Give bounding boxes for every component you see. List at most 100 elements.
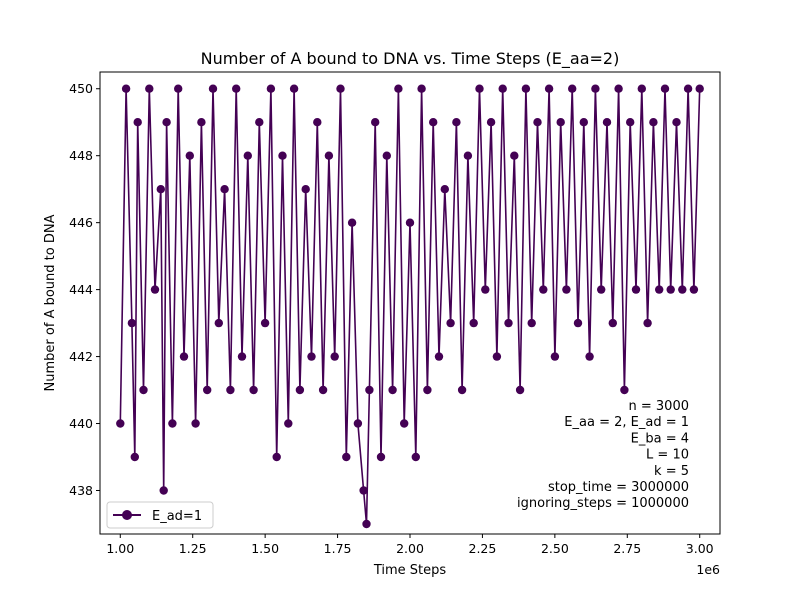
chart-title: Number of A bound to DNA vs. Time Steps …: [201, 49, 620, 69]
data-point: [243, 151, 252, 160]
data-point: [382, 151, 391, 160]
data-point: [174, 84, 183, 93]
data-point: [330, 352, 339, 361]
annotation-line: E_aa = 2, E_ad = 1: [564, 415, 689, 430]
data-point: [481, 285, 490, 294]
x-tick-label: 2.50: [541, 541, 569, 556]
data-point: [423, 385, 432, 395]
annotation-line: ignoring_steps = 1000000: [517, 496, 689, 511]
data-point: [527, 318, 536, 328]
x-axis-ticks: 1.00 1.25 1.50 1.75 2.00 2.25 2.50 2.75 3.00: [106, 534, 714, 556]
data-point: [289, 84, 299, 93]
data-point: [307, 352, 316, 361]
data-point: [133, 118, 142, 127]
data-point: [562, 285, 571, 294]
data-point: [440, 185, 449, 194]
data-point: [689, 285, 699, 294]
data-point: [359, 486, 368, 495]
data-point: [162, 118, 171, 127]
y-tick-label: 442: [69, 349, 93, 364]
data-point: [429, 118, 438, 127]
data-point: [185, 151, 194, 160]
x-tick-label: 1.50: [251, 541, 279, 556]
data-point: [405, 218, 415, 227]
data-point: [504, 318, 513, 328]
annotation-line: k = 5: [654, 464, 689, 479]
data-point: [249, 385, 258, 395]
data-point: [678, 285, 687, 294]
data-point: [150, 285, 160, 294]
data-point: [631, 285, 641, 294]
data-point: [660, 84, 670, 93]
x-tick-label: 2.75: [613, 541, 641, 556]
data-point: [411, 452, 420, 462]
annotation-line: n = 3000: [629, 399, 689, 414]
data-point: [255, 118, 264, 127]
data-point: [521, 84, 531, 93]
data-point: [486, 118, 496, 127]
data-point: [318, 385, 328, 395]
data-point: [353, 419, 363, 428]
data-point: [376, 452, 386, 462]
data-point: [220, 185, 229, 194]
annotation-line: stop_time = 3000000: [548, 480, 689, 495]
data-point: [573, 318, 583, 328]
data-point: [278, 151, 287, 160]
data-point: [362, 519, 371, 529]
data-point: [214, 318, 223, 328]
x-tick-label: 1.25: [179, 541, 207, 556]
data-point: [510, 151, 519, 160]
data-point: [272, 452, 281, 462]
data-point: [371, 118, 380, 127]
data-point: [121, 84, 131, 93]
data-point: [637, 84, 646, 93]
data-point: [336, 84, 345, 93]
data-point: [672, 118, 681, 127]
data-point: [365, 385, 374, 395]
y-tick-label: 448: [69, 148, 93, 163]
y-tick-label: 446: [69, 215, 93, 230]
y-tick-label: 438: [69, 483, 93, 498]
legend-box: [106, 501, 214, 529]
data-point: [284, 419, 293, 428]
x-axis-title: Time Steps: [373, 563, 447, 578]
data-point: [695, 84, 704, 93]
data-point: [498, 84, 507, 93]
annotation-line: L = 10: [646, 448, 689, 463]
data-point: [324, 151, 334, 160]
data-point: [550, 352, 560, 361]
x-tick-label: 2.00: [396, 541, 424, 556]
y-axis-ticks: 438 440 442 444 446 448 450: [69, 81, 100, 498]
data-point: [237, 352, 247, 361]
data-point: [301, 185, 310, 194]
y-tick-label: 440: [69, 416, 93, 431]
x-axis-offset-label: 1e6: [696, 562, 720, 577]
legend-marker-swatch: [122, 510, 132, 520]
data-point: [666, 285, 675, 294]
data-point: [556, 118, 565, 127]
x-tick-label: 1.00: [106, 541, 134, 556]
data-point: [260, 318, 270, 328]
data-point: [388, 385, 397, 395]
data-point: [452, 118, 461, 127]
x-tick-label: 1.75: [324, 541, 352, 556]
data-point: [539, 285, 548, 294]
data-point: [400, 419, 409, 428]
data-point: [130, 452, 139, 462]
data-point: [544, 84, 554, 93]
data-point: [145, 84, 154, 93]
data-point: [649, 118, 658, 127]
data-point: [597, 285, 606, 294]
data-point: [533, 118, 542, 127]
data-point: [203, 385, 212, 395]
data-point: [492, 352, 502, 361]
data-point: [342, 452, 351, 462]
data-point: [585, 352, 594, 361]
data-point: [643, 318, 652, 328]
data-point: [626, 118, 635, 127]
data-point: [568, 84, 577, 93]
